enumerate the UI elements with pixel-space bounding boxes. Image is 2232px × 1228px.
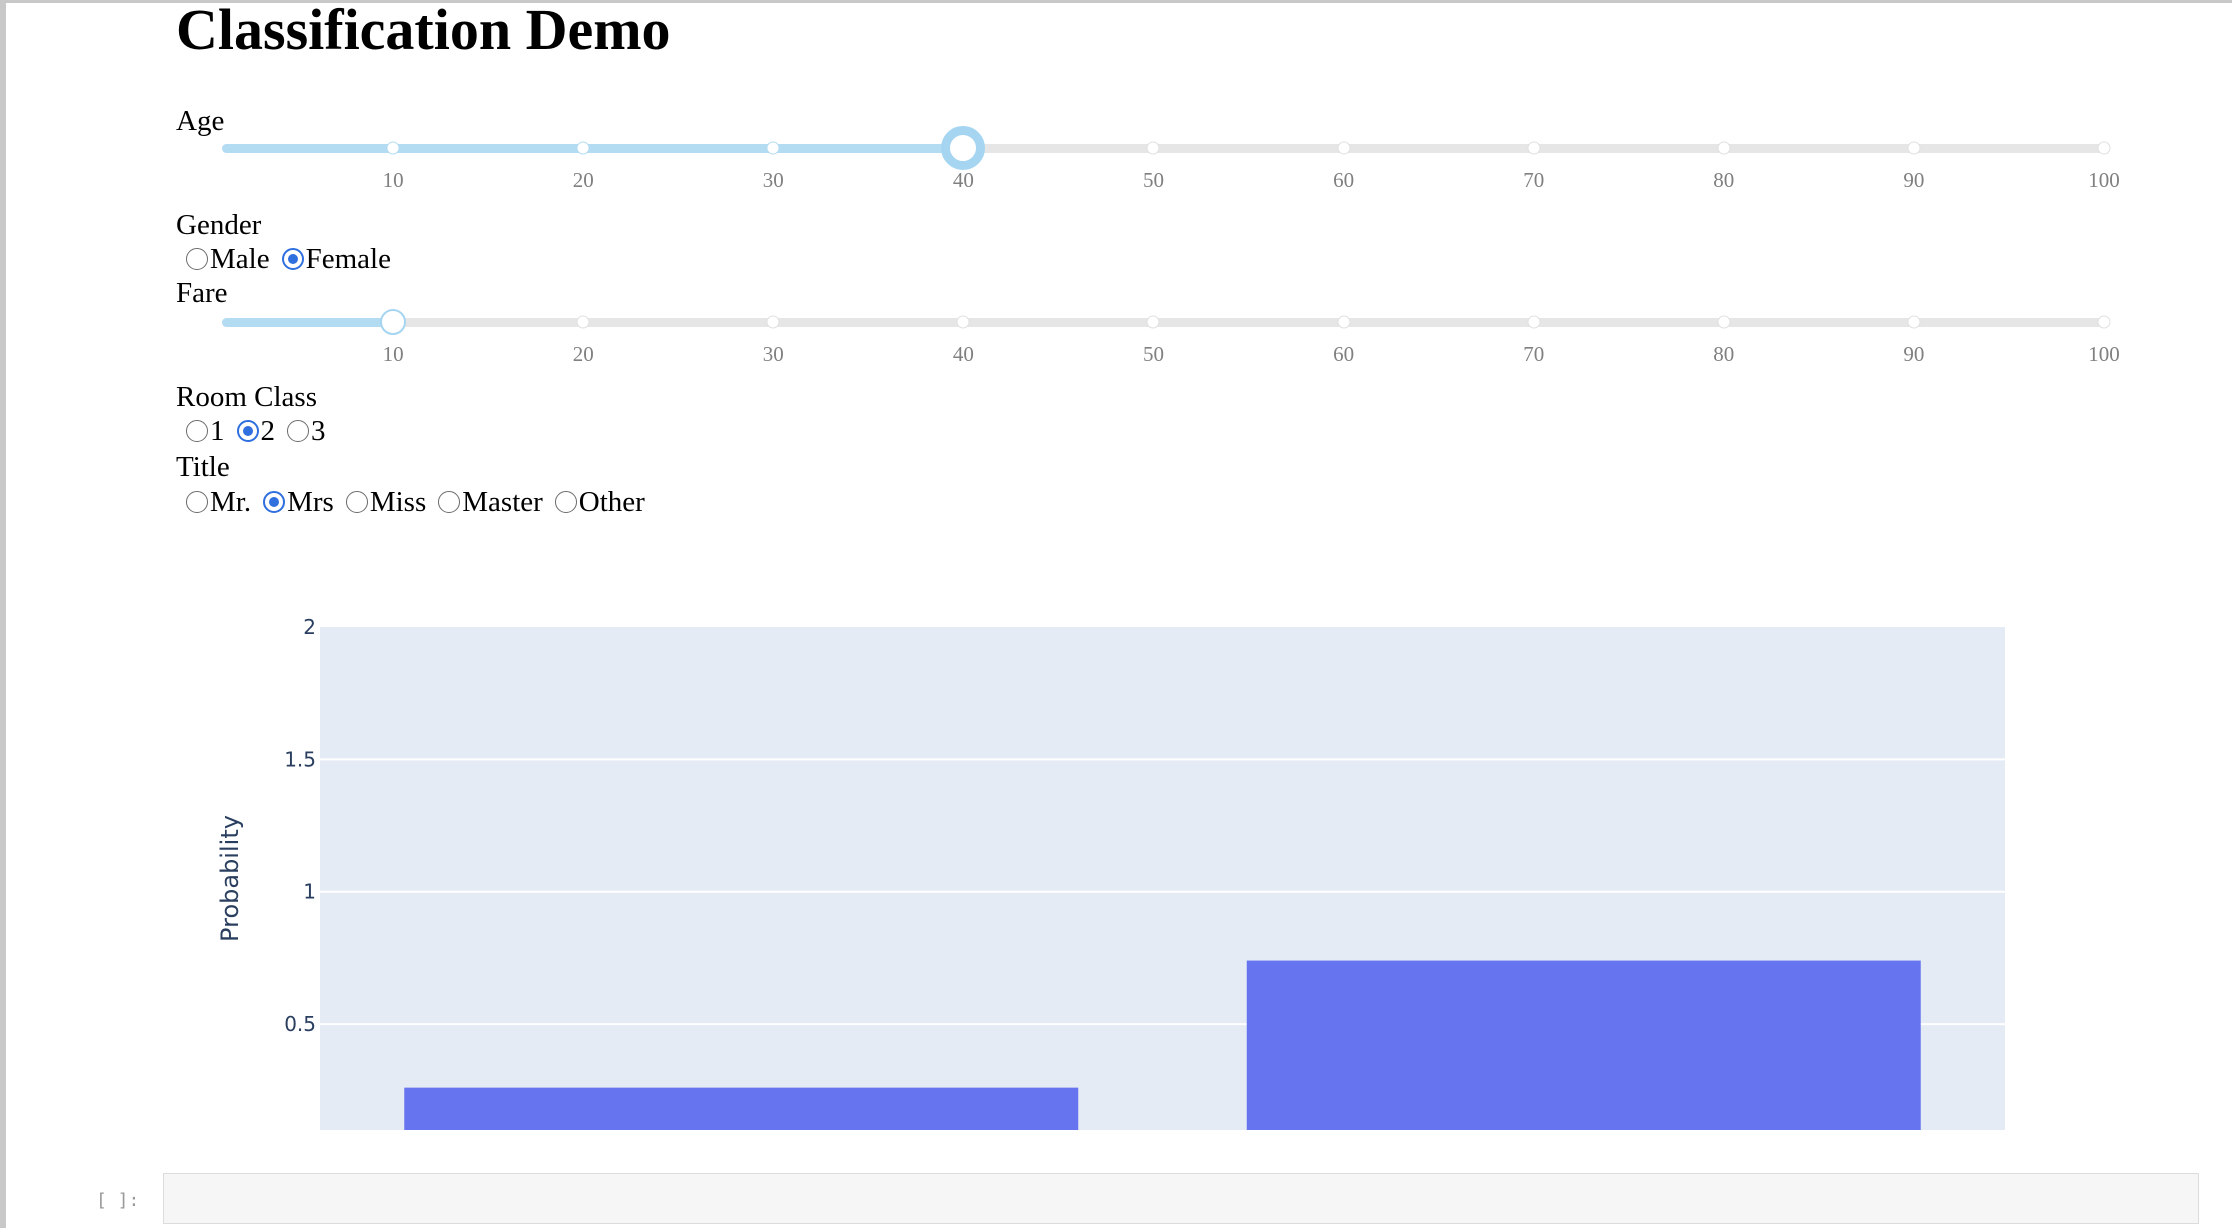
title-radio-label[interactable]: Other	[578, 485, 645, 518]
window-left-border	[0, 0, 6, 1228]
title-radio-other[interactable]	[554, 491, 577, 513]
room-class-radio-1[interactable]	[186, 420, 208, 442]
title-radio-group: Mr. Mrs Miss Master Other	[176, 485, 647, 519]
fare-slider-tick-mark[interactable]	[1146, 315, 1160, 329]
page-title: Classification Demo	[176, 0, 671, 62]
bar	[404, 1087, 1079, 1130]
fare-slider-tick-label: 50	[1142, 342, 1164, 366]
age-slider-tick-mark[interactable]	[1717, 141, 1731, 155]
fare-slider-tick-mark[interactable]	[2097, 315, 2111, 329]
gender-radio-label[interactable]: Female	[305, 242, 391, 275]
title-radio-miss[interactable]	[345, 491, 368, 513]
y-axis-title: Probability	[216, 815, 244, 942]
age-slider-tick-label: 20	[572, 168, 594, 192]
fare-slider-tick-label: 90	[1903, 342, 1925, 366]
fare-slider-tick-label: 40	[952, 342, 974, 366]
fare-slider-tick-label: 80	[1713, 342, 1735, 366]
bar	[1246, 960, 1921, 1130]
fare-label: Fare	[176, 277, 228, 309]
gender-radio-male[interactable]	[186, 248, 208, 270]
title-radio-mrs[interactable]	[263, 491, 286, 513]
fare-slider-tick-label: 60	[1333, 342, 1355, 366]
room-class-radio-label[interactable]: 3	[311, 414, 326, 447]
fare-slider-tick-label: 30	[762, 342, 784, 366]
age-slider-tick-label: 30	[762, 168, 784, 192]
room-class-radio-label[interactable]: 2	[260, 414, 276, 447]
title-radio-label[interactable]: Master	[462, 485, 543, 518]
age-slider-track[interactable]	[222, 144, 2104, 153]
age-slider-tick-label: 50	[1142, 168, 1164, 192]
room-class-radio-2[interactable]	[236, 420, 259, 442]
gender-label: Gender	[176, 209, 262, 241]
age-slider-tick-mark[interactable]	[1337, 141, 1351, 155]
age-slider-tick-label: 60	[1333, 168, 1355, 192]
age-slider-tick-label: 40	[952, 168, 974, 192]
age-slider-tick-label: 10	[382, 168, 404, 192]
room-class-radio-label[interactable]: 1	[210, 414, 225, 447]
fare-slider-tick-mark[interactable]	[1527, 315, 1541, 329]
title-radio-master[interactable]	[438, 491, 461, 513]
age-slider-tick-label: 80	[1713, 168, 1735, 192]
fare-slider-tick-label: 10	[382, 342, 404, 366]
age-slider-tick-mark[interactable]	[576, 141, 590, 155]
cell-prompt: [ ]:	[96, 1190, 140, 1211]
fare-slider-tick-label: 20	[572, 342, 594, 366]
y-tick-label: 0.5	[284, 1012, 316, 1036]
gender-radio-group: Male Female	[176, 242, 393, 276]
age-label: Age	[176, 105, 225, 137]
gender-radio-label[interactable]: Male	[210, 242, 270, 275]
title-label: Title	[176, 451, 230, 483]
fare-slider-tick-mark[interactable]	[766, 315, 780, 329]
age-slider-tick-mark[interactable]	[2097, 141, 2111, 155]
fare-slider-tick-mark[interactable]	[1907, 315, 1921, 329]
fare-slider-fill	[222, 318, 394, 327]
age-slider-handle[interactable]	[941, 126, 986, 170]
title-radio-label[interactable]: Miss	[369, 485, 427, 518]
fare-slider-tick-mark[interactable]	[576, 315, 590, 329]
y-tick-label: 1	[303, 880, 316, 904]
probability-bar-chart: 0.5 1 1.5 2 Probability	[216, 615, 2005, 1130]
y-tick-label: 1.5	[284, 747, 316, 771]
age-slider-tick-mark[interactable]	[1146, 141, 1160, 155]
fare-slider-tick-mark[interactable]	[1337, 315, 1351, 329]
age-slider-tick-mark[interactable]	[386, 141, 400, 155]
room-class-radio-group: 1 2 3	[176, 414, 328, 448]
age-slider-tick-label: 100	[2088, 168, 2120, 192]
room-class-label: Room Class	[176, 381, 317, 413]
code-cell-input[interactable]	[163, 1173, 2199, 1224]
y-tick-label: 2	[303, 615, 316, 639]
fare-slider-tick-label: 100	[2088, 342, 2120, 366]
age-slider-tick-mark[interactable]	[1527, 141, 1541, 155]
age-slider-tick-mark[interactable]	[766, 141, 780, 155]
window-top-border	[6, 0, 2232, 3]
age-slider-tick-mark[interactable]	[1907, 141, 1921, 155]
fare-slider-tick-mark[interactable]	[956, 315, 970, 329]
age-slider-tick-label: 90	[1903, 168, 1925, 192]
age-slider-tick-label: 70	[1523, 168, 1545, 192]
title-radio-label[interactable]: Mrs	[287, 485, 334, 518]
gender-radio-female[interactable]	[281, 248, 304, 270]
fare-slider-handle[interactable]	[380, 309, 407, 335]
fare-slider-tick-label: 70	[1523, 342, 1545, 366]
title-radio-mr[interactable]	[186, 491, 208, 513]
title-radio-label[interactable]: Mr.	[210, 485, 252, 518]
room-class-radio-3[interactable]	[287, 420, 309, 442]
age-slider-fill	[222, 144, 964, 153]
fare-slider-tick-mark[interactable]	[1717, 315, 1731, 329]
fare-slider-track[interactable]	[222, 318, 2104, 327]
